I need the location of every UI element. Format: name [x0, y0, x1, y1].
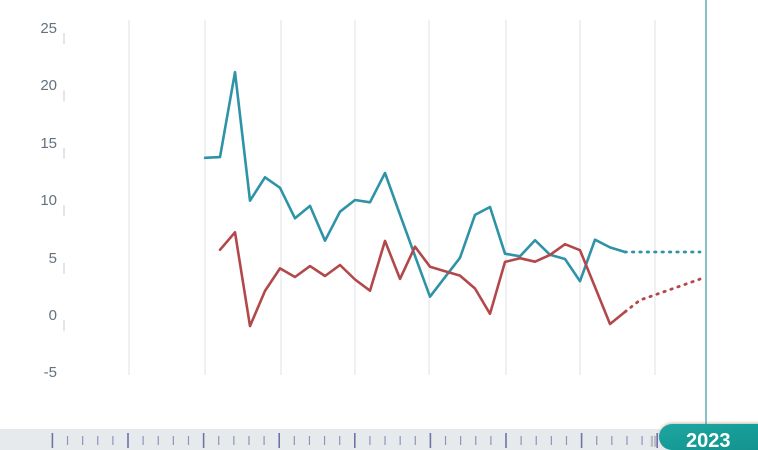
svg-text:25: 25	[40, 20, 57, 37]
svg-text:20: 20	[40, 77, 57, 94]
svg-text:0: 0	[49, 307, 57, 324]
svg-text:5: 5	[49, 250, 57, 267]
svg-text:-5: -5	[44, 364, 57, 381]
svg-text:10: 10	[40, 192, 57, 209]
svg-text:2023: 2023	[686, 430, 731, 450]
svg-text:15: 15	[40, 135, 57, 152]
